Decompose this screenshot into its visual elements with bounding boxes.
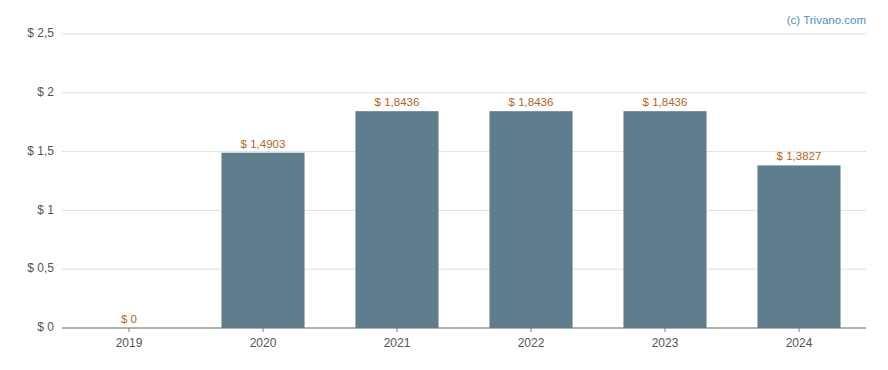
bar [623,111,706,328]
x-tick-label: 2022 [518,336,545,350]
annotation: (c) Trivano.com [787,14,866,26]
bar [489,111,572,328]
grid-line [62,92,866,93]
x-tick [531,328,532,332]
x-tick [665,328,666,332]
x-tick-label: 2021 [384,336,411,350]
y-tick-label: $ 0,5 [27,261,54,275]
bar [757,165,840,328]
data-label: $ 1,3827 [777,150,822,162]
y-tick-label: $ 2,5 [27,26,54,40]
data-labels: $ 0 $ 1,4903 $ 1,8436 $ 1,8436 $ 1,8436 $ 1,3… [121,96,821,325]
y-tick-label: $ 1,5 [27,144,54,158]
x-axis-line [62,328,866,329]
x-tick [129,328,130,332]
x-tick-label: 2019 [116,336,143,350]
data-label: $ 1,8436 [643,96,688,108]
x-tick-label: 2024 [786,336,813,350]
chart-svg: $ 0 $ 0,5 $ 1 $ 1,5 $ 2 $ 2,5 2019 2020 2021 2022… [0,0,888,370]
y-grid [62,34,866,328]
bars [221,111,840,328]
data-label: $ 1,8436 [509,96,554,108]
bar [221,153,304,328]
x-tick [397,328,398,332]
grid-line [62,269,866,270]
grid-line [62,151,866,152]
x-tick [799,328,800,332]
y-tick-label: $ 2 [37,85,54,99]
y-tick-label: $ 0 [37,320,54,334]
grid-line [62,210,866,211]
x-tick-label: 2020 [250,336,277,350]
grid-line [62,34,866,35]
x-axis: 2019 2020 2021 2022 2023 2024 [62,328,866,350]
data-label: $ 1,4903 [241,138,286,150]
chart-container: $ 0 $ 0,5 $ 1 $ 1,5 $ 2 $ 2,5 2019 2020 2021 2022… [0,0,888,370]
data-label: $ 0 [121,313,137,325]
bar [355,111,438,328]
y-axis: $ 0 $ 0,5 $ 1 $ 1,5 $ 2 $ 2,5 [27,26,54,334]
x-tick-label: 2023 [652,336,679,350]
y-tick-label: $ 1 [37,203,54,217]
data-label: $ 1,8436 [375,96,420,108]
x-tick [263,328,264,332]
grid-line [62,328,866,329]
